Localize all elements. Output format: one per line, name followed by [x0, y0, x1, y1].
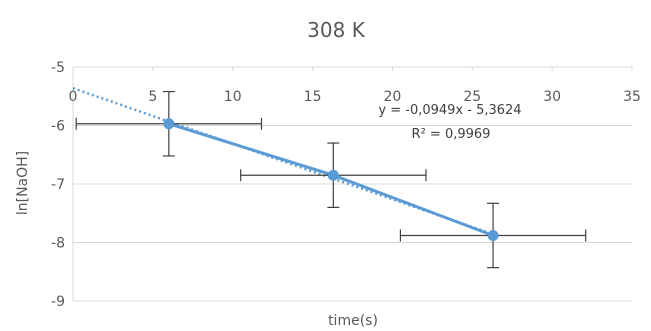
- x-tick-label: 15: [304, 89, 322, 105]
- trendline-equation: y = -0,0949x - 5,3624: [378, 103, 521, 118]
- x-tick-labels: 0 5 10 15 20 25 30 35: [69, 89, 641, 105]
- data-point: [487, 229, 499, 241]
- x-tick-label: 5: [148, 89, 157, 105]
- x-tick-label: 20: [384, 89, 402, 105]
- y-tick-label: -9: [51, 294, 65, 310]
- x-tick-label: 25: [463, 89, 481, 105]
- y-tick-labels: -5 -6 -7 -8 -9: [51, 60, 65, 310]
- data-point: [327, 169, 339, 181]
- x-tick-label: 10: [224, 89, 242, 105]
- r-squared-label: R² = 0,9969: [412, 127, 491, 142]
- x-tick-label: 30: [543, 89, 561, 105]
- y-tick-label: -8: [51, 236, 65, 252]
- y-tick-label: -6: [51, 119, 65, 135]
- x-tick-label: 35: [623, 89, 641, 105]
- y-tick-label: -7: [51, 177, 65, 193]
- data-points: [163, 118, 499, 241]
- chart-title: 308 K: [307, 18, 366, 42]
- y-axis-label: ln[NaOH]: [15, 151, 31, 215]
- x-axis-label: time(s): [328, 313, 378, 329]
- data-point: [163, 118, 175, 130]
- x-tick-label: 0: [69, 89, 78, 105]
- y-tick-label: -5: [51, 60, 65, 76]
